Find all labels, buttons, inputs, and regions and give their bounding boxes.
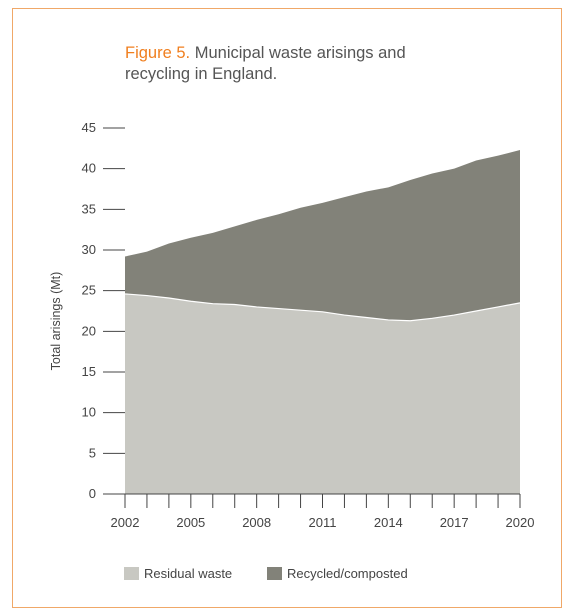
x-tick-label-2014: 2014 [374, 515, 403, 530]
x-tick-label-2005: 2005 [176, 515, 205, 530]
area-residual-waste [125, 293, 520, 494]
y-tick-label-15: 15 [82, 364, 96, 379]
series-boundary-line [124, 293, 521, 322]
y-tick-label-20: 20 [82, 323, 96, 338]
y-tick-label-35: 35 [82, 201, 96, 216]
legend-item-recycled: Recycled/composted [267, 566, 408, 581]
legend-label-residual: Residual waste [144, 566, 233, 581]
figure-label: Figure 5. [125, 44, 191, 62]
y-tick-label-10: 10 [82, 405, 96, 420]
x-tick-label-2008: 2008 [242, 515, 271, 530]
x-tick-label-2017: 2017 [440, 515, 469, 530]
area-recycled-composted [125, 149, 520, 321]
y-tick-label-0: 0 [89, 486, 96, 501]
y-tick-label-30: 30 [82, 242, 96, 257]
legend-label-recycled: Recycled/composted [287, 566, 408, 581]
y-tick-label-25: 25 [82, 283, 96, 298]
y-tick-label-5: 5 [89, 445, 96, 460]
y-tick-label-40: 40 [82, 161, 96, 176]
x-tick-label-2002: 2002 [111, 515, 140, 530]
figure-title-text: Municipal waste arisings and recycling i… [125, 44, 406, 83]
figure-title: Figure 5. Municipal waste arisings and r… [125, 43, 455, 85]
x-tick-label-2011: 2011 [309, 515, 337, 530]
legend-swatch-residual [124, 567, 139, 580]
legend-item-residual: Residual waste [124, 566, 232, 581]
y-tick-label-45: 45 [82, 120, 96, 135]
x-tick-label-2020: 2020 [506, 515, 535, 530]
y-axis-title: Total arisings (Mt) [49, 272, 63, 371]
legend-swatch-recycled [267, 567, 282, 580]
